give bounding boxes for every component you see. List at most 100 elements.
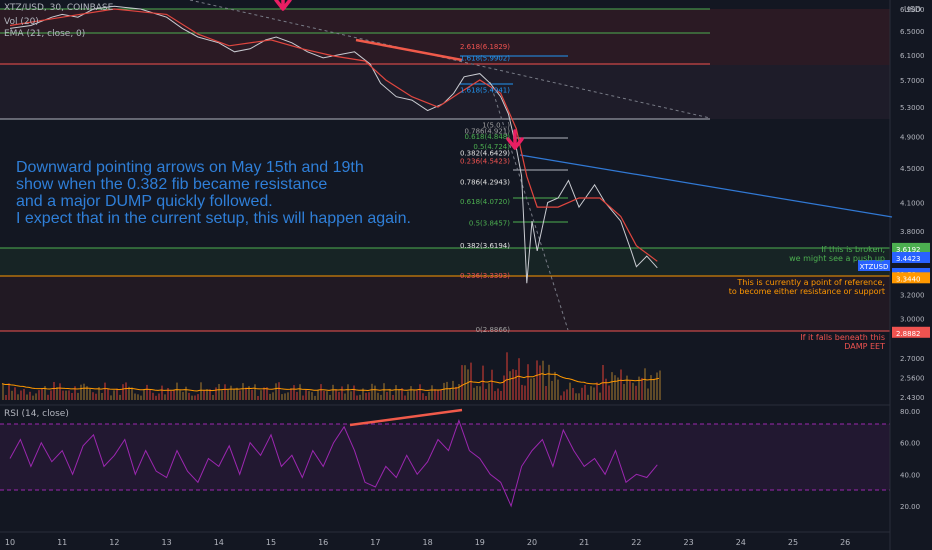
volume-bar xyxy=(539,365,541,400)
ema-series xyxy=(9,8,658,262)
fib-label: 0.382(4.6429) xyxy=(460,149,510,157)
volume-bar xyxy=(47,394,49,400)
volume-bar xyxy=(44,386,46,400)
volume-bar xyxy=(350,391,352,400)
volume-bar xyxy=(509,371,511,400)
volume-bar xyxy=(515,369,517,400)
note-line: we might see a push up xyxy=(789,254,885,263)
volume-bar xyxy=(23,389,25,400)
price-tick-label: 2.7000 xyxy=(900,355,925,363)
volume-bar xyxy=(419,384,421,400)
volume-bar xyxy=(431,385,433,400)
volume-bar xyxy=(197,394,199,400)
volume-bar xyxy=(413,390,415,400)
price-tick-label: 5.3000 xyxy=(900,104,925,112)
volume-bar xyxy=(548,364,550,400)
volume-bar xyxy=(266,387,268,400)
volume-bar xyxy=(224,384,226,400)
rsi-tick-label: 60.00 xyxy=(900,440,920,448)
volume-bar xyxy=(191,395,193,400)
symbol-title[interactable]: XTZ/USD, 30, COINBASE xyxy=(4,3,114,13)
volume-bar xyxy=(338,391,340,400)
volume-bar xyxy=(35,393,37,400)
volume-bar xyxy=(254,384,256,400)
volume-bar xyxy=(122,384,124,400)
volume-bar xyxy=(260,390,262,400)
volume-bar xyxy=(257,396,259,400)
volume-bar xyxy=(422,393,424,400)
fib-label: 0.5(4.724) xyxy=(473,143,510,151)
price-tick-label: 6.5000 xyxy=(900,28,925,36)
volume-indicator-label[interactable]: Vol (20) xyxy=(4,17,39,27)
volume-bar xyxy=(611,372,613,400)
price-tag-box xyxy=(892,242,930,254)
volume-bar xyxy=(554,371,556,400)
volume-bar xyxy=(395,385,397,400)
volume-bar xyxy=(425,396,427,400)
volume-bar xyxy=(170,391,172,400)
note-broken: If this is broken, we might see a push u… xyxy=(789,245,885,263)
volume-bar xyxy=(188,392,190,400)
time-tick-label: 16 xyxy=(318,538,328,547)
volume-bar xyxy=(608,385,610,400)
volume-bar xyxy=(275,383,277,400)
annotation-line: I expect that in the current setup, this… xyxy=(16,210,411,227)
fib-label: 0.236(3.3393) xyxy=(460,272,510,280)
volume-bars xyxy=(2,352,661,400)
fib-zone-middle xyxy=(0,65,890,119)
volume-bar xyxy=(491,369,493,400)
price-tick-label: 2.4300 xyxy=(900,394,925,402)
volume-bar xyxy=(452,380,454,400)
volume-bar xyxy=(245,387,247,400)
volume-bar xyxy=(215,387,217,400)
note-line: DAMP EET xyxy=(844,342,885,351)
time-tick-label: 22 xyxy=(631,538,641,547)
volume-bar xyxy=(578,393,580,400)
volume-bar xyxy=(449,388,451,400)
volume-bar xyxy=(308,391,310,400)
price-tick-label: 6.1000 xyxy=(900,52,925,60)
ema-indicator-label[interactable]: EMA (21, close, 0) xyxy=(4,29,86,39)
volume-bar xyxy=(380,394,382,400)
volume-bar xyxy=(278,382,280,400)
time-tick-label: 23 xyxy=(684,538,694,547)
symbol-tag-box xyxy=(858,260,890,271)
fib-label: 0.618(4.0720) xyxy=(460,198,510,206)
volume-bar xyxy=(461,365,463,400)
volume-bar xyxy=(185,386,187,400)
price-tag: 3.6192 xyxy=(896,246,921,254)
volume-bar xyxy=(575,393,577,400)
down-arrow-icon xyxy=(506,129,524,150)
volume-bar xyxy=(182,392,184,400)
volume-bar xyxy=(248,386,250,400)
volume-bar xyxy=(89,388,91,400)
volume-bar xyxy=(284,393,286,400)
volume-bar xyxy=(635,385,637,400)
volume-bar xyxy=(386,392,388,400)
volume-bar xyxy=(173,390,175,400)
volume-bar xyxy=(239,390,241,400)
volume-bar xyxy=(17,394,19,400)
fib-label: 0(2.8866) xyxy=(476,326,511,334)
volume-bar xyxy=(59,383,61,400)
volume-bar xyxy=(476,386,478,400)
volume-bar xyxy=(512,369,514,400)
price-tag-box xyxy=(892,252,930,263)
volume-bar xyxy=(206,389,208,400)
rsi-indicator-label[interactable]: RSI (14, close) xyxy=(4,409,69,419)
volume-bar xyxy=(11,390,13,400)
volume-bar xyxy=(347,384,349,400)
volume-bar xyxy=(137,394,139,400)
currency-label: USD xyxy=(904,5,921,14)
volume-bar xyxy=(560,395,562,400)
volume-bar xyxy=(5,395,7,400)
volume-bar xyxy=(320,384,322,400)
time-tick-label: 11 xyxy=(57,538,67,547)
volume-bar xyxy=(101,393,103,400)
volume-bar xyxy=(428,391,430,400)
volume-bar xyxy=(296,391,298,400)
volume-bar xyxy=(113,390,115,400)
volume-bar xyxy=(389,388,391,400)
volume-bar xyxy=(482,365,484,400)
